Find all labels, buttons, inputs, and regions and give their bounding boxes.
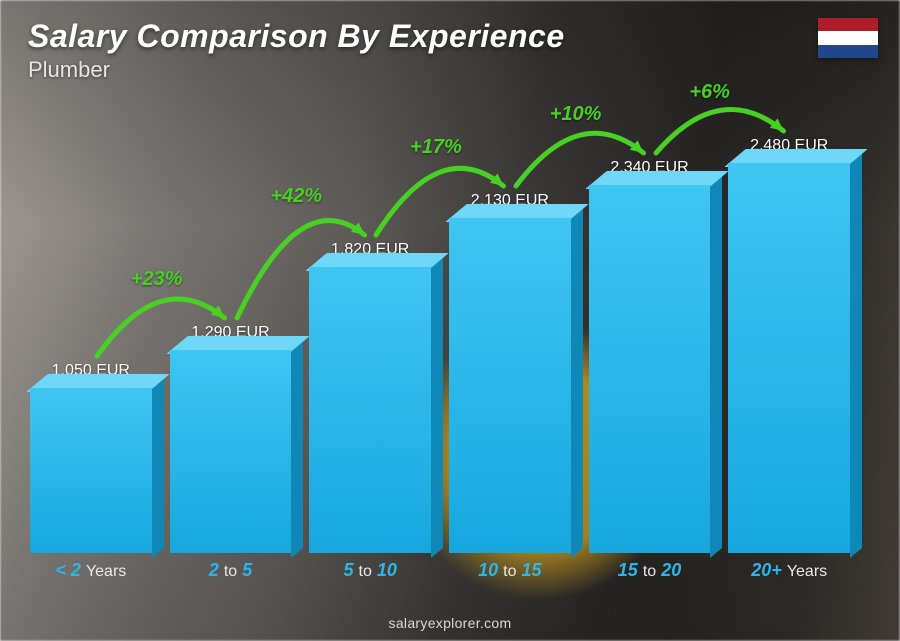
chart-title: Salary Comparison By Experience xyxy=(28,18,565,55)
delta-label-4: +6% xyxy=(689,81,730,104)
bar-2: 1,820 EUR5 to 10 xyxy=(309,241,431,553)
bar-front-face xyxy=(30,388,152,553)
bar-category-label: 10 to 15 xyxy=(449,560,571,581)
bar-front-face xyxy=(589,185,711,553)
bar-category-label: 2 to 5 xyxy=(170,560,292,581)
bar-side-face xyxy=(152,376,164,558)
bar-category-label: 5 to 10 xyxy=(309,560,431,581)
bar-front-face xyxy=(449,218,571,553)
flag-stripe-1 xyxy=(818,31,878,44)
header: Salary Comparison By Experience Plumber xyxy=(28,18,565,83)
bar-front-face xyxy=(728,163,850,553)
bar-side-face xyxy=(571,206,583,558)
bar-1: 1,290 EUR2 to 5 xyxy=(170,324,292,553)
delta-label-3: +10% xyxy=(550,103,602,126)
bar-front-face xyxy=(309,267,431,553)
flag-icon xyxy=(818,18,878,58)
bar-side-face xyxy=(291,338,303,558)
bar-front-face xyxy=(170,350,292,553)
bar-shape xyxy=(449,218,571,553)
bar-shape xyxy=(170,350,292,553)
bar-0: 1,050 EUR< 2 Years xyxy=(30,362,152,553)
bar-4: 2,340 EUR15 to 20 xyxy=(589,159,711,553)
bars-container: 1,050 EUR< 2 Years1,290 EUR2 to 51,820 E… xyxy=(30,100,850,553)
bar-chart: 1,050 EUR< 2 Years1,290 EUR2 to 51,820 E… xyxy=(30,100,850,581)
delta-label-1: +42% xyxy=(270,185,322,208)
chart-subtitle: Plumber xyxy=(28,57,565,83)
bar-shape xyxy=(589,185,711,553)
flag-stripe-2 xyxy=(818,45,878,58)
bar-3: 2,130 EUR10 to 15 xyxy=(449,192,571,553)
delta-label-2: +17% xyxy=(410,136,462,159)
bar-shape xyxy=(309,267,431,553)
bar-shape xyxy=(30,388,152,553)
bar-side-face xyxy=(710,173,722,558)
bar-shape xyxy=(728,163,850,553)
bar-category-label: < 2 Years xyxy=(30,560,152,581)
bar-5: 2,480 EUR20+ Years xyxy=(728,137,850,553)
bar-side-face xyxy=(850,151,862,558)
flag-stripe-0 xyxy=(818,18,878,31)
watermark: salaryexplorer.com xyxy=(0,615,900,631)
delta-label-0: +23% xyxy=(131,268,183,291)
bar-category-label: 20+ Years xyxy=(728,560,850,581)
bar-side-face xyxy=(431,255,443,558)
bar-category-label: 15 to 20 xyxy=(589,560,711,581)
